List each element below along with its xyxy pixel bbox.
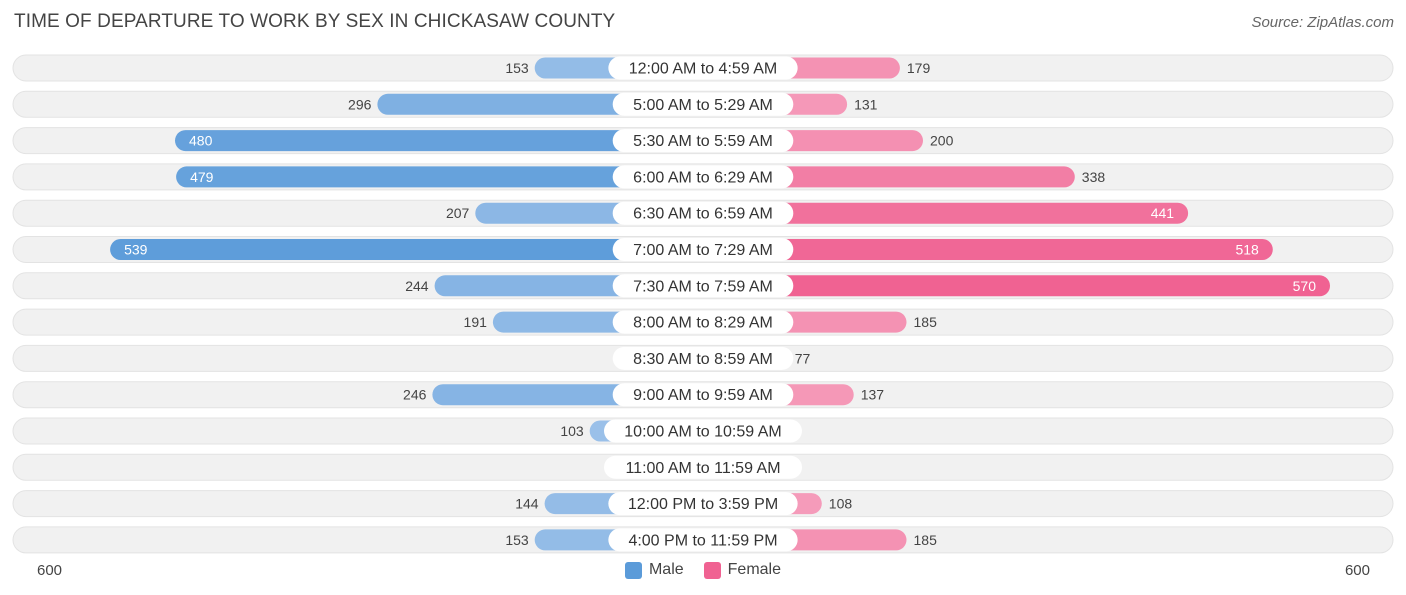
category-label: 12:00 PM to 3:59 PM <box>628 496 778 513</box>
female-bar <box>703 275 1330 297</box>
category-label: 6:00 AM to 6:29 AM <box>633 169 773 186</box>
source-note: Source: ZipAtlas.com <box>1251 14 1394 31</box>
male-value-label: 296 <box>348 96 372 112</box>
category-label-pill <box>612 310 794 334</box>
male-value-label: 539 <box>124 242 148 258</box>
chart-title: TIME OF DEPARTURE TO WORK BY SEX IN CHIC… <box>14 11 616 32</box>
female-value-label: 137 <box>861 387 885 403</box>
legend-item-male[interactable]: Male <box>624 561 684 579</box>
axis-label-left: 600 <box>37 562 63 579</box>
male-value-label: 244 <box>405 278 429 294</box>
category-label: 4:00 PM to 11:59 PM <box>628 532 777 549</box>
female-value-label: 570 <box>1293 278 1317 294</box>
male-bar <box>175 130 703 152</box>
category-label-pill <box>612 129 794 153</box>
female-value-label: 77 <box>795 350 811 366</box>
male-value-label: 246 <box>403 387 427 403</box>
category-label-pill <box>612 383 794 407</box>
category-label: 6:30 AM to 6:59 AM <box>633 206 773 223</box>
chart-area: 153 179 12:00 AM to 4:59 AM 296 131 5:00 AM t… <box>12 54 1394 554</box>
category-label-pill <box>604 419 802 443</box>
category-label-pill <box>608 56 798 80</box>
female-value-label: 441 <box>1151 205 1175 221</box>
category-label: 5:00 AM to 5:29 AM <box>633 97 773 114</box>
category-label-pill <box>608 528 798 552</box>
category-label: 7:00 AM to 7:29 AM <box>633 242 773 259</box>
category-label: 5:30 AM to 5:59 AM <box>633 133 773 150</box>
category-label: 9:00 AM to 9:59 AM <box>633 387 773 404</box>
male-value-label: 144 <box>515 496 539 512</box>
category-label: 12:00 AM to 4:59 AM <box>629 61 778 78</box>
female-value-label: 185 <box>914 314 938 330</box>
male-value-label: 480 <box>189 133 213 149</box>
category-label: 8:30 AM to 8:59 AM <box>633 351 773 368</box>
legend: Male Female <box>0 561 1406 579</box>
legend-item-female[interactable]: Female <box>703 561 782 579</box>
male-bar <box>110 239 704 260</box>
female-value-label: 179 <box>907 60 931 76</box>
female-value-label: 131 <box>854 96 878 112</box>
legend-label-female: Female <box>727 561 782 578</box>
female-value-label: 518 <box>1235 242 1259 258</box>
male-value-label: 103 <box>560 423 584 439</box>
category-label: 11:00 AM to 11:59 AM <box>625 460 780 477</box>
legend-swatch-female <box>703 561 721 579</box>
male-value-label: 191 <box>464 314 488 330</box>
category-label-pill <box>612 238 794 261</box>
category-label-pill <box>612 201 794 225</box>
female-bar <box>703 239 1273 260</box>
female-value-label: 108 <box>829 496 853 512</box>
category-label: 7:30 AM to 7:59 AM <box>633 278 773 295</box>
female-bar <box>703 202 1189 224</box>
female-bar <box>703 166 1075 188</box>
category-label-pill <box>612 346 794 370</box>
category-label: 10:00 AM to 10:59 AM <box>624 424 781 441</box>
male-value-label: 479 <box>190 169 214 185</box>
legend-label-male: Male <box>648 561 684 578</box>
female-value-label: 185 <box>914 532 938 548</box>
legend-swatch-male <box>624 561 642 579</box>
category-label-pill <box>612 274 794 298</box>
category-label-pill <box>604 455 802 479</box>
category-label-pill <box>612 92 794 116</box>
category-label: 8:00 AM to 8:29 AM <box>633 315 773 332</box>
male-bar <box>176 166 704 188</box>
male-value-label: 153 <box>505 60 529 76</box>
category-label-pill <box>612 165 794 189</box>
male-value-label: 153 <box>505 532 529 548</box>
axis-label-right: 600 <box>1344 562 1370 579</box>
female-value-label: 200 <box>930 133 954 149</box>
category-label-pill <box>608 492 798 516</box>
male-value-label: 207 <box>446 205 470 221</box>
female-value-label: 338 <box>1082 169 1106 185</box>
